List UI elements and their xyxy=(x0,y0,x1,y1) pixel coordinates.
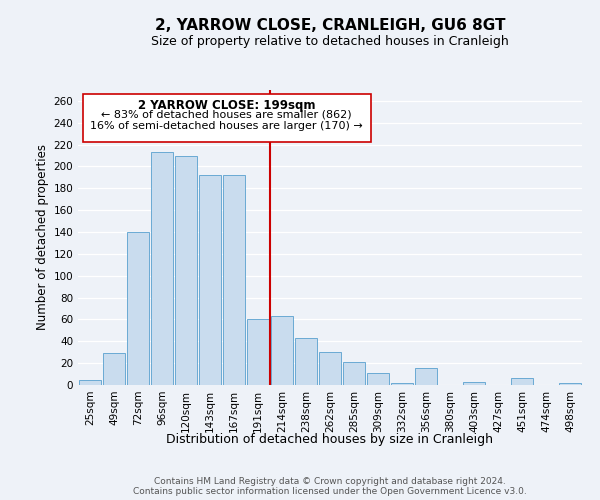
Bar xyxy=(295,338,317,385)
Text: Contains HM Land Registry data © Crown copyright and database right 2024.: Contains HM Land Registry data © Crown c… xyxy=(154,478,506,486)
Bar xyxy=(199,175,221,385)
Bar xyxy=(151,152,173,385)
Text: ← 83% of detached houses are smaller (862): ← 83% of detached houses are smaller (86… xyxy=(101,110,352,120)
Bar xyxy=(463,382,485,385)
Bar xyxy=(367,373,389,385)
Bar xyxy=(223,175,245,385)
Bar xyxy=(559,383,581,385)
Text: Size of property relative to detached houses in Cranleigh: Size of property relative to detached ho… xyxy=(151,35,509,48)
Text: 2 YARROW CLOSE: 199sqm: 2 YARROW CLOSE: 199sqm xyxy=(138,98,316,112)
Bar xyxy=(391,383,413,385)
Text: Distribution of detached houses by size in Cranleigh: Distribution of detached houses by size … xyxy=(167,432,493,446)
FancyBboxPatch shape xyxy=(83,94,371,142)
Text: 16% of semi-detached houses are larger (170) →: 16% of semi-detached houses are larger (… xyxy=(91,120,363,130)
Text: 2, YARROW CLOSE, CRANLEIGH, GU6 8GT: 2, YARROW CLOSE, CRANLEIGH, GU6 8GT xyxy=(155,18,505,32)
Bar xyxy=(343,362,365,385)
Bar xyxy=(127,232,149,385)
Bar xyxy=(247,320,269,385)
Bar xyxy=(103,354,125,385)
Y-axis label: Number of detached properties: Number of detached properties xyxy=(36,144,49,330)
Bar xyxy=(319,352,341,385)
Bar xyxy=(415,368,437,385)
Bar xyxy=(511,378,533,385)
Bar xyxy=(271,316,293,385)
Bar xyxy=(175,156,197,385)
Text: Contains public sector information licensed under the Open Government Licence v3: Contains public sector information licen… xyxy=(133,488,527,496)
Bar xyxy=(79,380,101,385)
